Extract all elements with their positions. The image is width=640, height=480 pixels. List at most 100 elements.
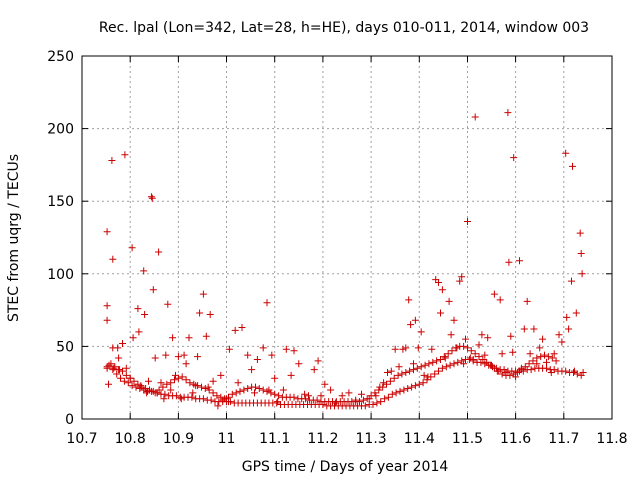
data-point: [420, 371, 428, 379]
x-tick-label: 11.3: [356, 431, 387, 447]
data-point: [429, 358, 437, 366]
data-point: [405, 296, 413, 304]
data-point: [271, 374, 279, 382]
data-point: [481, 360, 489, 368]
data-point: [411, 316, 419, 324]
data-point: [410, 366, 417, 374]
data-point: [417, 328, 425, 336]
data-point: [539, 335, 547, 343]
data-point: [444, 350, 452, 358]
data-point: [140, 386, 148, 394]
data-point: [151, 354, 159, 362]
y-tick-label: 200: [47, 122, 74, 138]
data-point: [275, 392, 283, 400]
data-point: [140, 267, 148, 275]
data-point: [391, 345, 399, 353]
data-point: [120, 377, 128, 385]
data-point: [462, 335, 469, 343]
data-point: [387, 367, 395, 375]
data-point: [282, 345, 290, 353]
data-point: [526, 350, 534, 358]
data-point: [186, 379, 194, 387]
data-point: [520, 325, 528, 333]
data-point: [194, 353, 202, 361]
data-point: [103, 302, 111, 310]
data-point: [321, 380, 329, 388]
data-point: [167, 386, 175, 394]
data-point: [408, 383, 416, 391]
data-point: [541, 351, 548, 359]
data-point: [460, 342, 468, 350]
data-point: [478, 331, 486, 339]
data-point: [358, 390, 365, 398]
data-point: [377, 398, 385, 406]
data-point: [506, 371, 514, 379]
data-point: [523, 297, 531, 305]
data-point: [475, 341, 483, 349]
data-point: [404, 385, 412, 392]
data-point: [562, 149, 570, 157]
data-point: [507, 332, 515, 340]
x-tick-label: 10.7: [66, 431, 97, 447]
data-point: [147, 193, 155, 201]
data-point: [274, 398, 282, 406]
data-point: [199, 395, 207, 403]
data-point: [448, 347, 456, 355]
data-point: [489, 363, 496, 371]
data-point: [544, 353, 552, 361]
data-point: [172, 371, 179, 379]
data-point: [361, 402, 369, 410]
data-point: [380, 379, 388, 387]
data-point: [411, 382, 419, 390]
data-point: [190, 380, 198, 388]
data-point: [402, 369, 410, 376]
data-point: [206, 311, 214, 318]
data-point: [458, 273, 466, 281]
data-point: [379, 383, 387, 391]
data-point: [141, 311, 149, 318]
data-point: [234, 379, 242, 387]
data-point: [510, 154, 518, 162]
data-point: [114, 344, 122, 352]
data-point: [390, 374, 398, 382]
data-point: [130, 377, 138, 385]
data-point: [578, 270, 586, 278]
data-point: [251, 389, 258, 397]
data-point: [514, 369, 522, 376]
data-point: [400, 386, 408, 394]
data-point: [481, 351, 489, 359]
data-point: [565, 325, 573, 333]
data-point: [164, 300, 172, 308]
data-point: [225, 345, 233, 353]
y-tick-label: 250: [47, 49, 74, 65]
data-point: [199, 290, 207, 298]
data-point: [217, 371, 225, 379]
data-point: [484, 334, 492, 342]
data-point: [214, 402, 222, 410]
data-point: [394, 371, 402, 379]
data-point: [182, 360, 190, 368]
data-point: [505, 258, 513, 266]
data-point: [375, 386, 383, 394]
data-point: [103, 316, 111, 324]
data-point: [414, 344, 422, 352]
data-point: [159, 383, 167, 391]
data-point: [145, 377, 152, 385]
data-point: [395, 363, 403, 371]
grid-lines: [82, 56, 612, 419]
data-point: [137, 382, 145, 390]
data-point: [119, 340, 126, 347]
data-point: [425, 360, 433, 368]
data-point: [202, 332, 210, 340]
data-point: [465, 356, 473, 363]
data-point: [209, 377, 217, 385]
data-point: [188, 393, 196, 401]
data-point: [221, 395, 229, 403]
data-point: [185, 334, 193, 342]
data-point: [231, 326, 239, 334]
data-point: [103, 228, 111, 236]
data-point: [521, 363, 529, 371]
data-point: [244, 385, 252, 392]
data-point: [209, 389, 217, 397]
data-point: [345, 389, 353, 397]
